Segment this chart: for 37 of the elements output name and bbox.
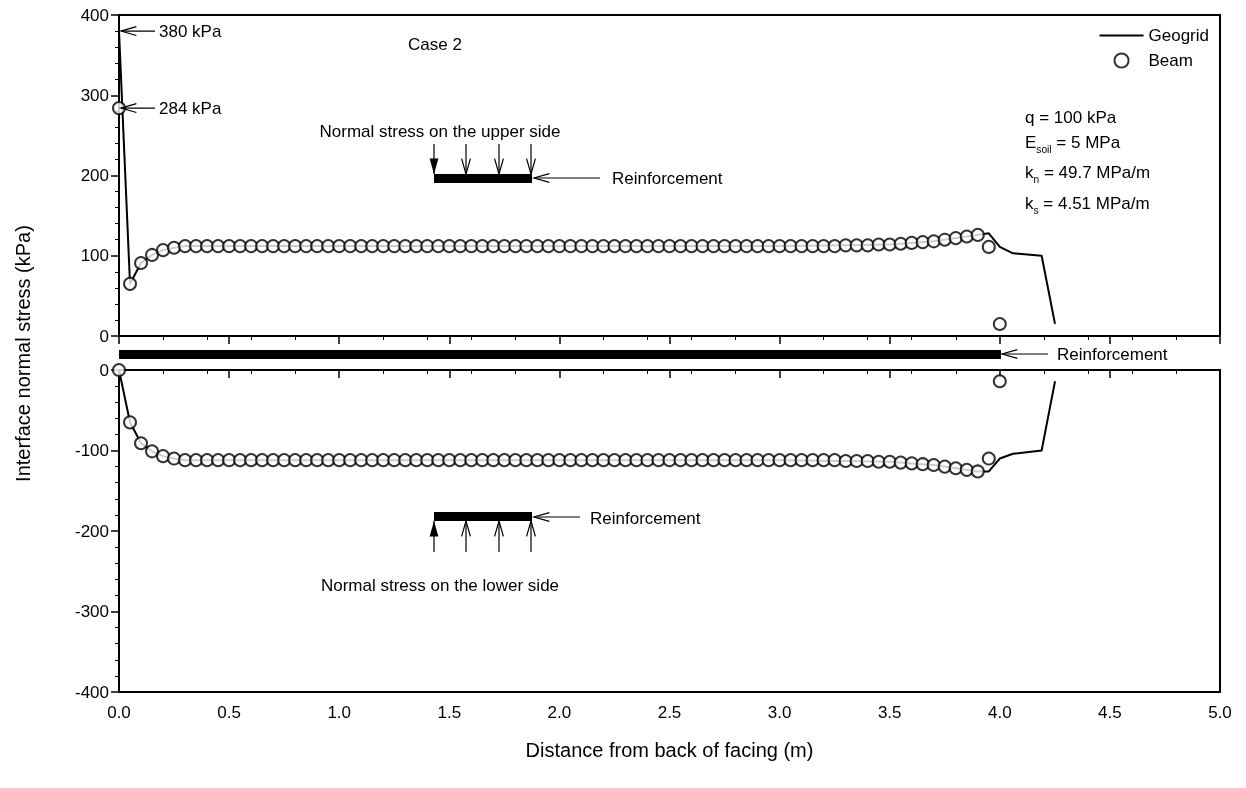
x-tick-label: 4.5 — [1098, 703, 1122, 722]
annotation: k$_{n}$ = 49.7 MPa/m — [1025, 163, 1151, 186]
x-tick-label: 3.0 — [767, 703, 792, 722]
y-tick-label: -300 — [74, 602, 109, 621]
x-tick-label: 1.0 — [327, 703, 352, 722]
y-tick-label: 400 — [80, 5, 109, 25]
y-tick-label: 0 — [99, 326, 109, 346]
annotation: Reinforcement — [612, 169, 723, 188]
y-tick-label: -400 — [74, 682, 109, 702]
annotation: E$_{soil}$ = 5 MPa — [1025, 133, 1121, 156]
y-axis-title: Interface normal stress (kPa) — [12, 225, 34, 482]
x-tick-label: 3.5 — [877, 703, 902, 722]
x-tick-label: 4.0 — [987, 703, 1012, 722]
legend-label: Geogrid — [1148, 26, 1209, 45]
y-tick-label: -100 — [74, 441, 109, 460]
y-tick-label: 100 — [80, 246, 109, 266]
y-tick-label: 300 — [80, 85, 109, 105]
x-tick-label: 0.5 — [217, 703, 241, 722]
annotation: Normal stress on the lower side — [320, 576, 560, 595]
annotation: Normal stress on the upper side — [319, 122, 561, 141]
text: Reinforcement — [1057, 345, 1168, 364]
annotation: k$_{s}$ = 4.51 MPa/m — [1025, 194, 1150, 217]
annotation: 380 kPa — [159, 22, 222, 42]
y-tick-label: 0 — [99, 360, 109, 380]
x-tick-label: 2.0 — [547, 703, 572, 722]
annotation: Reinforcement — [590, 509, 701, 528]
x-tick-label: 1.5 — [437, 703, 462, 722]
y-tick-label: 200 — [80, 166, 109, 185]
legend-label: Beam — [1148, 51, 1193, 70]
annotation: Case 2 — [408, 35, 462, 54]
x-axis-title: Distance from back of facing (m) — [525, 739, 814, 761]
x-tick-label: 5.0 — [1208, 703, 1232, 722]
annotation: q = 100 kPa — [1025, 108, 1117, 127]
x-tick-label: 0.0 — [107, 703, 131, 722]
y-tick-label: -200 — [74, 521, 109, 541]
annotation: 284 kPa — [159, 99, 222, 119]
x-tick-label: 2.5 — [657, 703, 682, 722]
